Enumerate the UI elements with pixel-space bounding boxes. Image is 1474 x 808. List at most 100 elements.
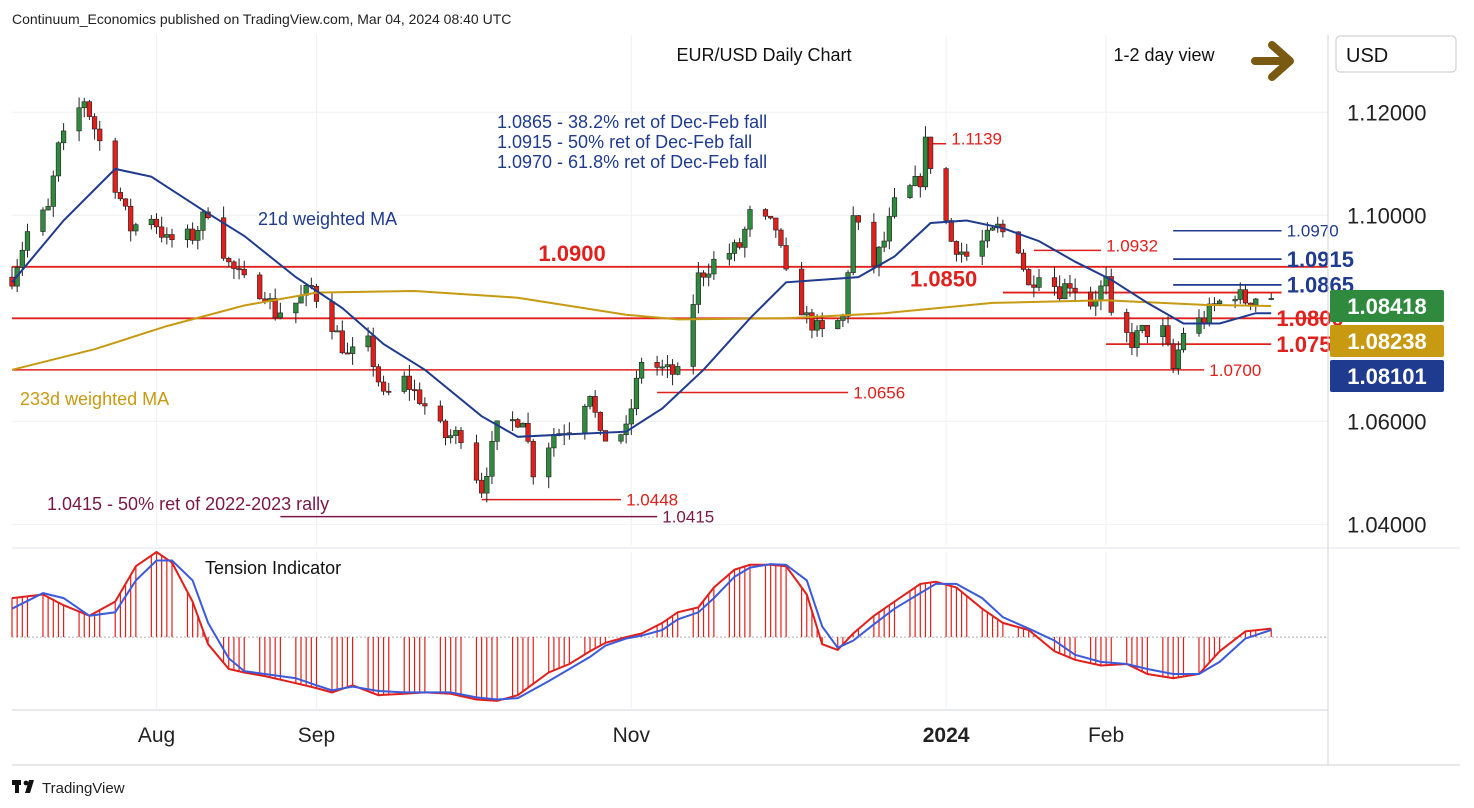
candle — [442, 419, 449, 446]
candle — [159, 216, 165, 243]
price-tag-label: 1.08238 — [1347, 329, 1427, 354]
candle — [1129, 322, 1135, 356]
candle — [551, 428, 557, 457]
candle — [313, 283, 320, 308]
candle — [164, 227, 170, 245]
candle — [448, 429, 454, 444]
candle — [153, 213, 160, 234]
candle — [241, 260, 247, 279]
candle — [1139, 324, 1145, 334]
candle — [566, 422, 572, 440]
candle — [86, 99, 93, 120]
view-label: 1-2 day view — [1113, 45, 1215, 65]
candle — [912, 165, 918, 187]
candle — [1067, 275, 1073, 297]
axes: 1.12000 1.10000 1.06000 1.04000 Aug Sep Nov 202… — [12, 35, 1460, 766]
level-label: 1.0850 — [910, 267, 977, 292]
x-tick-label: Aug — [138, 724, 175, 747]
candle — [891, 187, 898, 219]
ma-21d-line — [11, 167, 1272, 438]
moving-averages — [11, 167, 1272, 438]
price-tag-label: 1.08418 — [1347, 294, 1427, 319]
candle — [1057, 275, 1063, 302]
candle — [375, 364, 382, 387]
candle — [293, 302, 299, 324]
level-label: 1.1139 — [951, 130, 1002, 149]
candle — [9, 266, 15, 290]
candle — [731, 239, 738, 262]
candle — [804, 306, 810, 324]
x-tick-label: 2024 — [923, 724, 970, 747]
candle — [200, 210, 206, 240]
candle — [623, 415, 629, 444]
candle — [907, 183, 913, 200]
candle — [169, 228, 175, 248]
candle — [886, 207, 892, 250]
annotation-fib-618: 1.0970 - 61.8% ret of Dec-Feb fall — [497, 152, 767, 172]
candle — [778, 228, 784, 248]
candle — [726, 243, 732, 266]
footer-brand: TradingView — [42, 780, 125, 797]
candle — [639, 357, 645, 384]
candle — [1134, 325, 1140, 357]
candle — [995, 216, 1001, 233]
candle — [195, 225, 201, 250]
candle — [50, 170, 56, 217]
candle — [489, 431, 495, 484]
candle — [272, 288, 278, 321]
annotation-21d-ma: 21d weighted MA — [258, 209, 397, 229]
candle — [1242, 285, 1249, 305]
chart-title: EUR/USD Daily Chart — [676, 45, 851, 65]
candle — [453, 426, 459, 445]
candle — [525, 412, 531, 444]
x-tick-label: Nov — [613, 724, 651, 747]
tension-indicator — [11, 550, 1328, 702]
candle — [706, 263, 712, 287]
candle — [479, 472, 485, 498]
candle — [1072, 278, 1078, 302]
candle — [1062, 278, 1068, 300]
candle — [298, 284, 304, 304]
candle — [339, 320, 345, 355]
candle — [881, 231, 887, 252]
candle — [928, 136, 934, 174]
candle — [1201, 310, 1207, 330]
currency-label: USD — [1346, 45, 1388, 67]
candle — [587, 395, 593, 410]
y-tick-label: 1.10000 — [1347, 203, 1427, 228]
candle — [231, 260, 237, 280]
candle — [979, 230, 985, 266]
level-label: 1.0900 — [538, 241, 605, 266]
candle — [597, 411, 603, 436]
indicator-blue-line — [11, 559, 1272, 701]
level-label: 1.0915 — [1287, 247, 1354, 272]
price-tag-label: 1.08101 — [1347, 364, 1427, 389]
levels: 1.09001.08001.07001.08501.07501.09321.11… — [12, 130, 1354, 527]
candles — [9, 97, 1274, 503]
level-label: 1.0932 — [1106, 236, 1158, 255]
candle — [236, 258, 242, 280]
tradingview-logo-icon — [12, 780, 34, 793]
level-label: 1.0656 — [853, 384, 905, 403]
candle — [417, 382, 423, 406]
candle — [184, 224, 191, 248]
level-label: 1.0448 — [626, 491, 678, 510]
candle — [943, 167, 949, 225]
candle — [711, 251, 717, 281]
candle — [633, 370, 640, 416]
level-label: 1.0700 — [1209, 361, 1261, 380]
candle — [61, 123, 67, 151]
candle — [747, 205, 753, 237]
candle — [81, 97, 87, 118]
currency-button[interactable]: USD — [1335, 35, 1457, 73]
level-label: 1.0415 — [662, 508, 714, 527]
candle — [700, 270, 707, 287]
candle — [1268, 293, 1274, 301]
candle — [220, 206, 227, 261]
candle — [350, 337, 356, 365]
candle — [422, 397, 428, 415]
candle — [964, 244, 970, 261]
candle — [669, 359, 676, 386]
candle — [277, 302, 283, 320]
